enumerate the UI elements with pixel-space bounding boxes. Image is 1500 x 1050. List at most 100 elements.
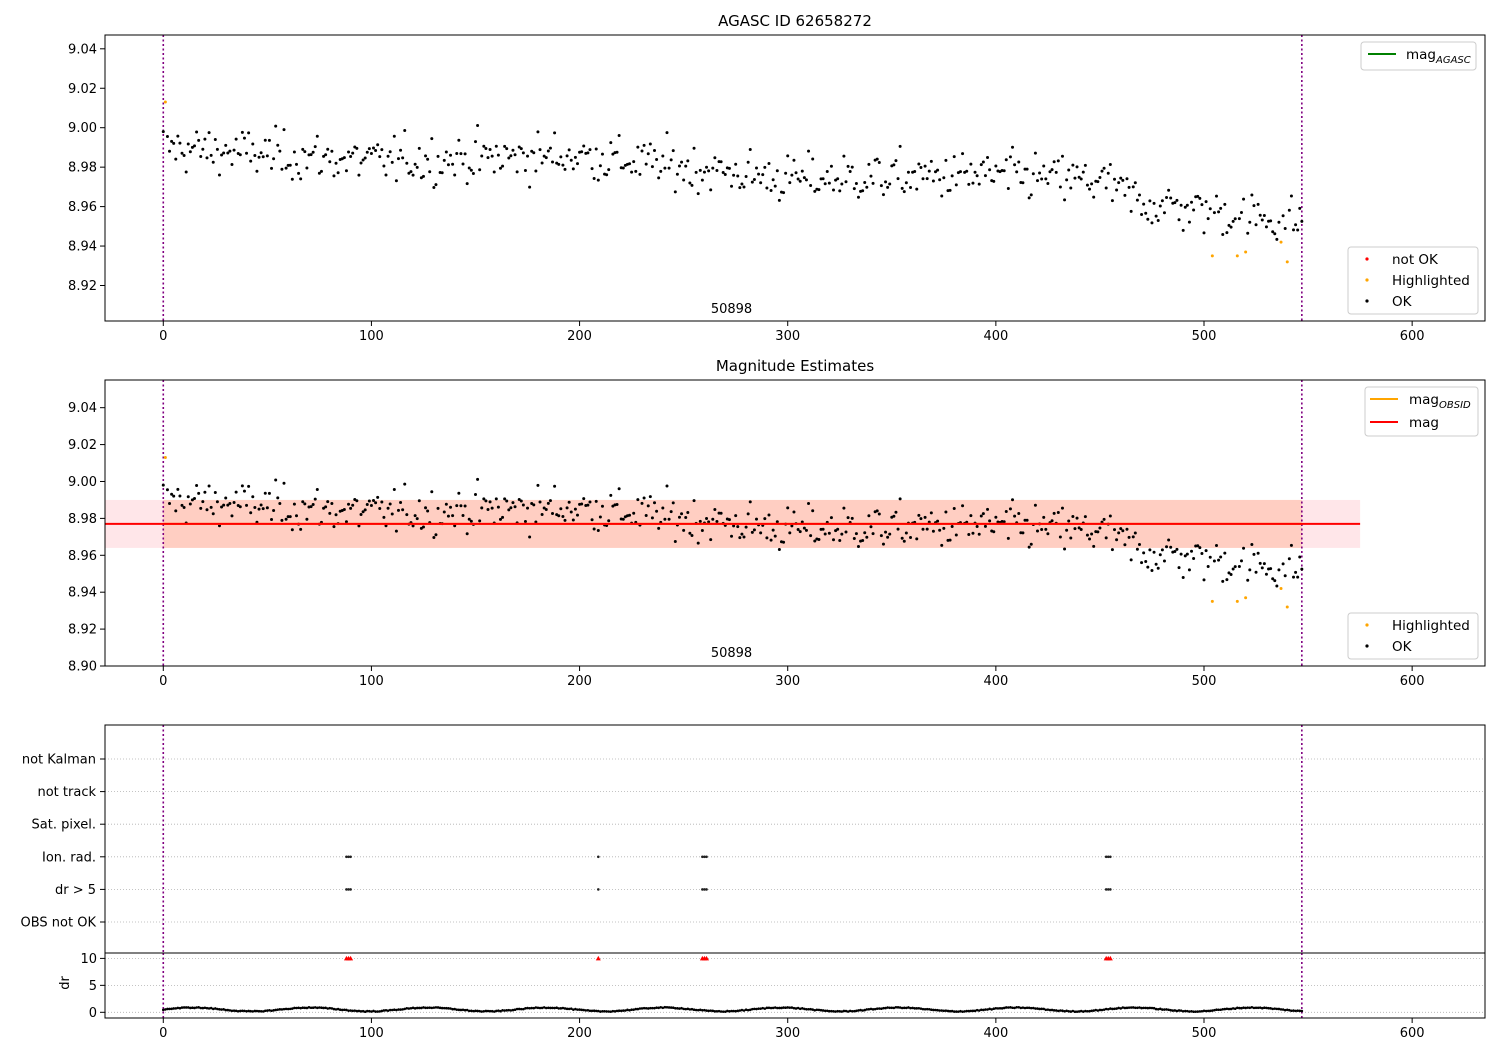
dr-point [730,1009,733,1013]
dr-point [161,1008,165,1012]
data-point-ok [609,493,613,497]
data-point-ok [775,520,779,524]
data-point-ok [792,158,796,162]
data-point-ok [315,488,319,492]
flag-category-label: not Kalman [22,753,96,768]
data-point-ok [796,177,800,181]
data-point-ok [1214,194,1218,198]
data-point-ok [1162,211,1166,215]
data-point-ok [646,504,650,508]
data-point-ok [757,172,761,176]
data-point-ok [480,154,484,158]
data-point-ok [1192,208,1196,212]
data-point-ok [1246,231,1250,235]
data-point-ok [705,517,709,521]
data-point-ok [511,501,515,505]
data-point-ok [869,525,873,529]
data-point-ok [1102,166,1106,170]
data-point-ok [515,170,519,174]
data-point-ok [894,510,898,514]
data-point-ok [846,164,850,168]
data-point-ok [1152,201,1156,205]
data-point-ok [1021,531,1025,535]
dr-point [769,1006,773,1010]
data-point-ok [940,543,944,547]
data-point-ok [1273,232,1277,236]
dr-point [1236,1006,1239,1010]
data-point-ok [519,147,523,151]
data-point-ok [605,173,609,177]
data-point-ok [750,180,754,184]
data-point-ok [688,531,692,535]
data-point-ok [954,183,958,187]
data-point-ok [1088,537,1092,541]
dr-point [1208,1009,1212,1013]
legend-marker-ok [1365,299,1369,303]
data-point-ok [940,194,944,198]
data-point-ok [884,530,888,534]
data-point-ok [263,491,267,495]
data-point-ok [788,531,792,535]
data-point-ok [952,507,956,511]
data-point-ok [640,149,644,153]
dr-point [698,1008,702,1012]
dr-point [1173,1009,1177,1012]
flag-category-label: OBS not OK [21,916,97,931]
data-point-ok [255,169,259,173]
data-point-ok [1033,151,1037,155]
data-point-ok [251,495,255,499]
dr-point [671,1006,675,1010]
flag-point [703,855,706,859]
data-point-ok [565,154,569,158]
dr-point [336,1007,340,1011]
dr-point [1029,1006,1033,1010]
data-point-ok [840,182,844,186]
data-point-ok [684,164,688,168]
data-point-ok [182,154,186,158]
dr-point [877,1007,881,1010]
data-point-ok [569,510,573,514]
data-point-ok [800,520,804,524]
data-point-ok [1106,171,1110,175]
dr-point [492,1010,496,1013]
data-point-ok [759,181,763,185]
dr-point [982,1008,985,1012]
data-point-ok [494,144,498,148]
data-point-ok [896,177,900,181]
data-point-ok [909,535,913,539]
dr-point [657,1006,660,1010]
data-point-ok [1137,542,1141,546]
dr-point [761,1006,765,1010]
data-point-ok [771,178,775,182]
data-point-ok [363,508,367,512]
dr-point [857,1009,860,1012]
data-point-ok [571,518,575,522]
data-point-ok [592,176,596,180]
data-point-ok [642,143,646,147]
dr-point [297,1006,300,1010]
dr-point [399,1008,402,1011]
dr-point [959,1009,962,1013]
data-point-ok [1058,185,1062,189]
data-point-ok [1254,223,1258,227]
data-point-ok [1004,510,1008,514]
data-point-ok [1202,578,1206,582]
dr-point [257,1009,261,1013]
data-point-ok [432,186,436,190]
data-point-ok [188,150,192,154]
dr-point [409,1006,413,1010]
x-tick-label: 400 [983,674,1008,689]
data-point-ok [372,498,376,502]
panel4-vlines [162,953,1303,1018]
dr-point [986,1008,989,1011]
data-point-ok [921,527,925,531]
dr-point [1275,1007,1279,1011]
data-point-highlighted [163,100,167,104]
data-point-ok [261,155,265,159]
dr-point [567,1007,571,1011]
data-point-ok [686,511,690,515]
data-point-ok [680,512,684,516]
dr-point [1256,1006,1260,1010]
dr-point [869,1007,873,1011]
data-point-ok [680,160,684,164]
